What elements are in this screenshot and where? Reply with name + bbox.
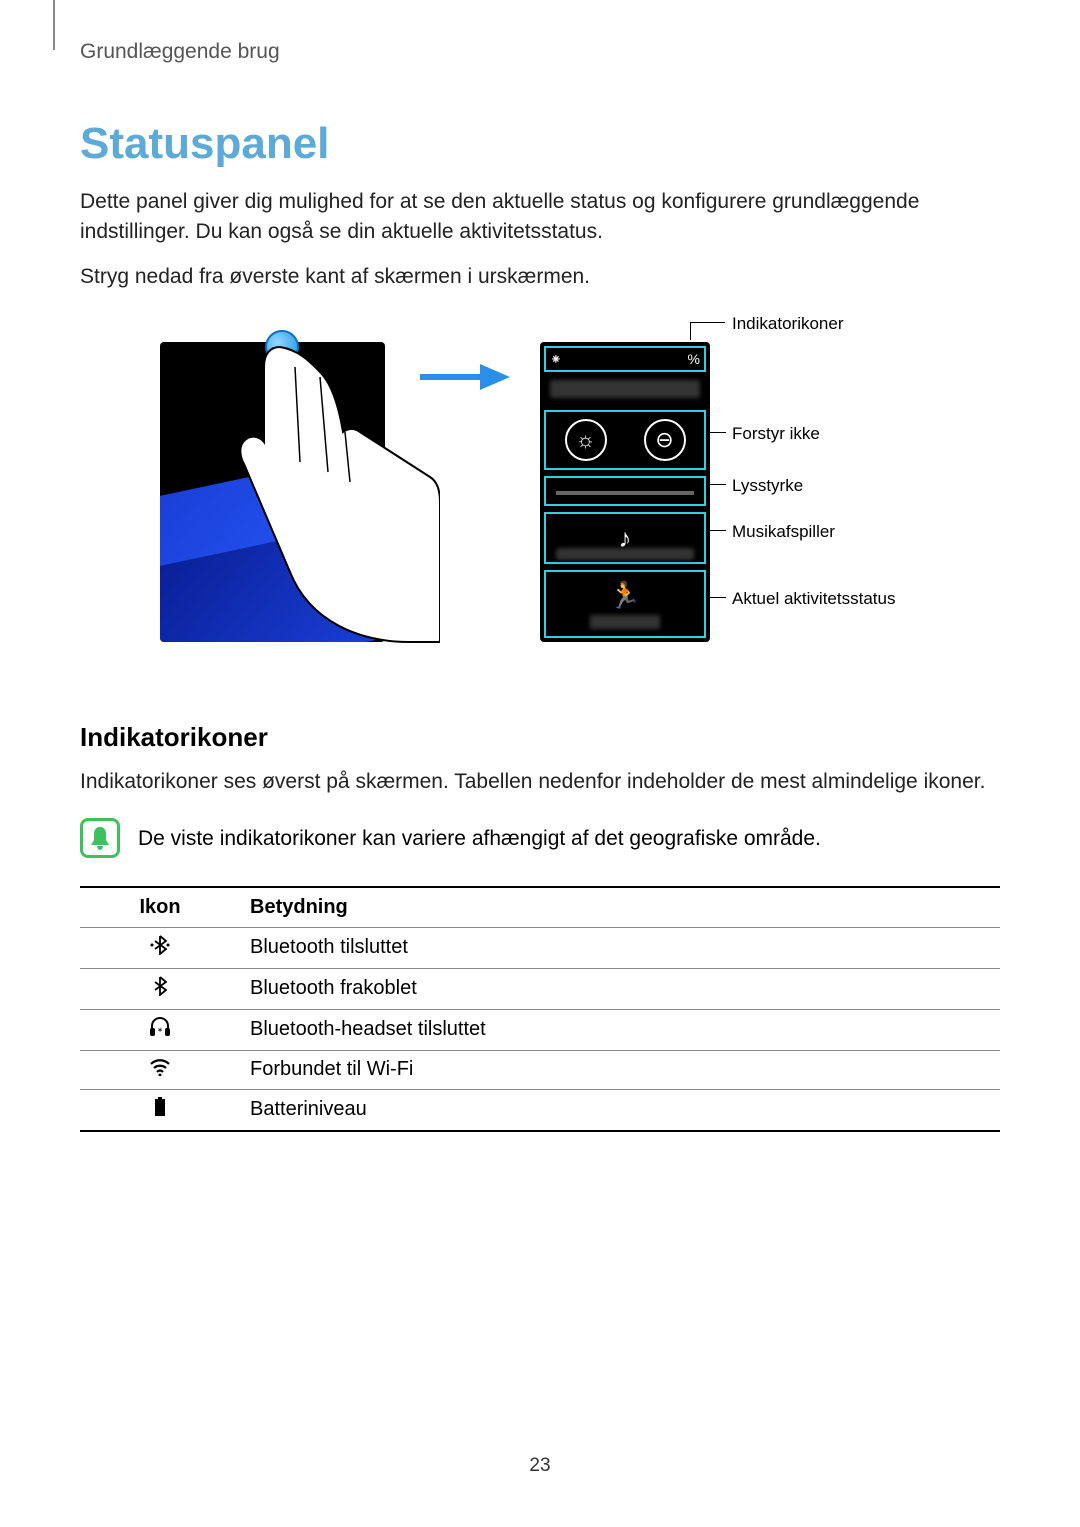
note-block: De viste indikatorikoner kan variere afh…	[80, 818, 1000, 858]
table-row: Batteriniveau	[80, 1089, 1000, 1131]
intro-paragraph-1: Dette panel giver dig mulighed for at se…	[80, 187, 1000, 248]
brightness-toggle-icon: ☼	[565, 419, 607, 461]
page-title: Statuspanel	[80, 119, 1000, 169]
blurred-text	[556, 548, 694, 560]
table-cell-meaning: Batteriniveau	[240, 1089, 1000, 1131]
callout-indicator-icons: Indikatorikoner	[732, 314, 844, 334]
quick-settings-row: ☼ ⊖	[544, 410, 706, 470]
callout-connector	[708, 530, 726, 531]
table-row: Bluetooth tilsluttet	[80, 927, 1000, 968]
svg-text:∗: ∗	[157, 1027, 163, 1034]
battery-icon	[80, 1089, 240, 1131]
blurred-text	[590, 615, 660, 629]
wifi-icon	[80, 1050, 240, 1089]
blurred-text	[550, 380, 700, 398]
indicator-icons-body: Indikatorikoner ses øverst på skærmen. T…	[80, 767, 1000, 797]
activity-status-region: 🏃	[544, 570, 706, 638]
table-cell-meaning: Bluetooth frakoblet	[240, 968, 1000, 1009]
table-cell-meaning: Bluetooth-headset tilsluttet	[240, 1009, 1000, 1050]
callout-connector	[708, 432, 726, 433]
bell-note-icon	[80, 818, 120, 858]
note-text: De viste indikatorikoner kan variere afh…	[138, 818, 821, 853]
brightness-slider-region	[544, 476, 706, 506]
bluetooth-connected-icon	[80, 927, 240, 968]
page-margin-rule	[53, 0, 55, 50]
dnd-toggle-icon: ⊖	[644, 419, 686, 461]
bluetooth-headset-icon: ∗	[80, 1009, 240, 1050]
status-panel-figure: ⁕ % ☼ ⊖ ♪ 🏃	[80, 322, 1000, 682]
table-header-icon: Ikon	[80, 887, 240, 928]
indicator-icons-table: Ikon Betydning Bluetooth tilsluttetBluet…	[80, 886, 1000, 1132]
page-number: 23	[0, 1455, 1080, 1477]
page-content: Grundlæggende brug Statuspanel Dette pan…	[0, 0, 1080, 1132]
intro-paragraph-2: Stryg nedad fra øverste kant af skærmen …	[80, 262, 1000, 292]
swipe-down-arrow-icon	[275, 357, 305, 437]
callout-brightness: Lysstyrke	[732, 476, 803, 496]
table-cell-meaning: Forbundet til Wi-Fi	[240, 1050, 1000, 1089]
bluetooth-status-icon: ⁕	[550, 351, 562, 368]
table-row: Bluetooth frakoblet	[80, 968, 1000, 1009]
table-header-meaning: Betydning	[240, 887, 1000, 928]
device-status-panel-illustration: ⁕ % ☼ ⊖ ♪ 🏃	[540, 342, 710, 642]
callout-activity: Aktuel aktivitetsstatus	[732, 589, 895, 609]
music-player-region: ♪	[544, 512, 706, 564]
callout-connector	[708, 597, 726, 598]
callout-dnd: Forstyr ikke	[732, 424, 820, 444]
runner-icon: 🏃	[609, 580, 641, 611]
table-row: Forbundet til Wi-Fi	[80, 1050, 1000, 1089]
table-row: ∗ Bluetooth-headset tilsluttet	[80, 1009, 1000, 1050]
transition-arrow-icon	[420, 362, 510, 392]
battery-percent-icon: %	[688, 351, 700, 367]
statusbar-region: ⁕ %	[544, 346, 706, 372]
table-cell-meaning: Bluetooth tilsluttet	[240, 927, 1000, 968]
callout-connector	[708, 484, 726, 485]
callout-connector	[690, 322, 691, 340]
breadcrumb: Grundlæggende brug	[80, 40, 1000, 64]
bluetooth-disabled-icon	[80, 968, 240, 1009]
device-swipe-illustration	[160, 342, 385, 642]
indicator-icons-heading: Indikatorikoner	[80, 722, 1000, 753]
callout-music: Musikafspiller	[732, 522, 835, 542]
callout-connector	[690, 322, 725, 323]
